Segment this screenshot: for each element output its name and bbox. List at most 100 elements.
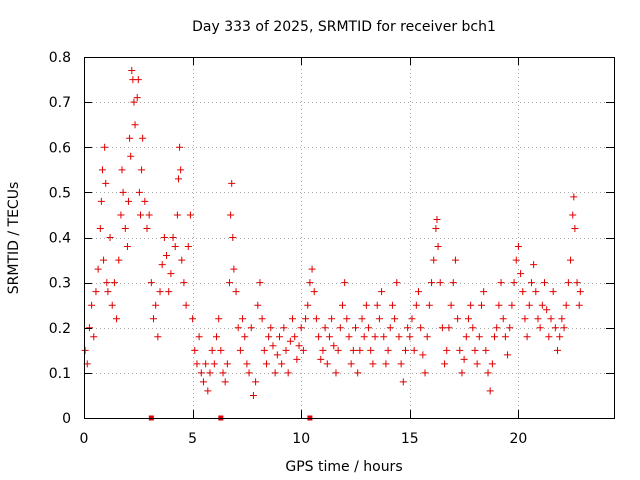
data-point <box>136 211 144 219</box>
data-point <box>174 175 182 183</box>
data-point <box>554 346 562 354</box>
x-tick-label: 5 <box>188 431 197 447</box>
data-point <box>217 346 225 354</box>
data-point <box>299 346 307 354</box>
data-point <box>258 315 266 323</box>
data-point <box>454 315 462 323</box>
data-point <box>191 346 199 354</box>
data-point <box>232 288 240 296</box>
data-point <box>573 279 581 287</box>
data-point <box>423 333 431 341</box>
data-point <box>154 333 162 341</box>
data-point <box>445 324 453 332</box>
data-point <box>395 333 403 341</box>
data-point <box>369 360 377 368</box>
data-point <box>504 351 512 359</box>
data-point <box>525 301 533 309</box>
data-point <box>519 288 527 296</box>
data-point <box>475 333 483 341</box>
data-point <box>96 224 104 232</box>
data-point <box>536 324 544 332</box>
data-point <box>178 256 186 264</box>
grid <box>84 57 614 418</box>
data-point <box>141 197 149 205</box>
data-point <box>430 256 438 264</box>
data-point <box>493 324 501 332</box>
data-point <box>265 333 273 341</box>
y-tick-label: 0.5 <box>49 185 71 201</box>
data-point <box>100 256 108 264</box>
data-point <box>560 324 568 332</box>
data-point <box>495 301 503 309</box>
data-point <box>478 301 485 309</box>
data-point <box>341 279 349 287</box>
data-point <box>262 360 270 368</box>
data-point <box>234 324 242 332</box>
data-point <box>106 234 114 241</box>
data-point <box>135 188 143 196</box>
data-point <box>186 211 194 219</box>
data-point <box>365 324 373 332</box>
data-point <box>447 301 455 309</box>
data-point <box>384 346 392 354</box>
data-point <box>202 360 210 368</box>
data-point <box>456 346 464 354</box>
data-point <box>88 301 96 309</box>
data-point <box>210 360 218 368</box>
data-point <box>108 301 116 309</box>
data-point <box>371 333 379 341</box>
x-axis-ticks: 0 5 10 15 20 <box>80 57 527 447</box>
data-point <box>189 315 197 323</box>
data-point <box>163 252 171 260</box>
y-tick-label: 0.6 <box>49 140 71 156</box>
data-point <box>180 279 188 287</box>
data-point <box>131 121 139 129</box>
data-point <box>451 256 459 264</box>
data-point <box>271 369 279 377</box>
data-point <box>449 279 457 287</box>
data-point <box>328 315 336 323</box>
data-point <box>549 288 557 296</box>
data-point <box>480 288 488 296</box>
data-point <box>419 351 427 359</box>
data-point <box>145 211 153 219</box>
data-point <box>499 315 507 323</box>
data-point <box>204 387 212 395</box>
data-point <box>373 301 381 309</box>
data-point <box>401 346 409 354</box>
data-point <box>139 134 147 142</box>
data-point <box>417 324 425 332</box>
y-axis-ticks: 0 0.1 0.2 0.3 0.4 0.5 0.6 0.7 0.8 <box>49 50 614 427</box>
data-point <box>278 360 286 368</box>
data-point <box>484 369 492 377</box>
data-point <box>134 76 142 84</box>
data-point <box>143 224 151 232</box>
data-point <box>343 315 351 323</box>
data-point <box>412 301 420 309</box>
data-point <box>358 315 366 323</box>
data-point <box>130 98 138 106</box>
data-point <box>104 288 112 296</box>
data-point <box>102 179 110 187</box>
data-point <box>347 360 355 368</box>
data-point <box>325 333 333 341</box>
data-point <box>150 315 158 323</box>
data-point <box>127 152 135 160</box>
data-point <box>90 333 98 341</box>
data-point <box>169 234 177 241</box>
data-point <box>208 346 216 354</box>
data-point <box>221 378 229 386</box>
data-point <box>571 224 579 232</box>
data-point <box>558 315 566 323</box>
data-point <box>158 261 166 269</box>
data-point <box>388 301 396 309</box>
data-point <box>323 360 331 368</box>
data-point <box>551 324 559 332</box>
data-point <box>197 369 205 377</box>
data-point <box>229 234 237 241</box>
data-point <box>512 256 520 264</box>
data-point <box>227 211 235 219</box>
data-point <box>569 211 577 219</box>
data-point <box>228 179 236 187</box>
data-point <box>556 333 564 341</box>
